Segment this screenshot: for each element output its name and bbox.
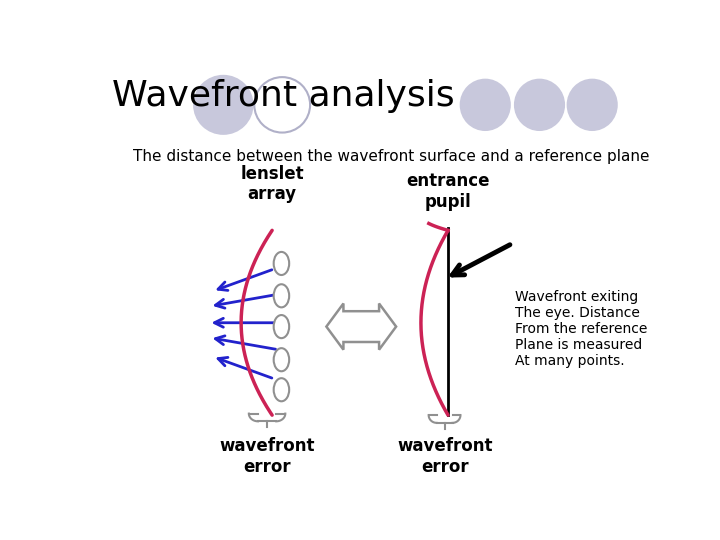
Ellipse shape [274,348,289,372]
Ellipse shape [567,79,618,131]
Text: entrance
pupil: entrance pupil [406,172,490,211]
Ellipse shape [514,79,565,131]
Ellipse shape [274,252,289,275]
Text: lenslet
array: lenslet array [240,165,304,204]
Polygon shape [326,303,396,350]
Ellipse shape [459,79,510,131]
Text: The distance between the wavefront surface and a reference plane: The distance between the wavefront surfa… [132,150,649,165]
Ellipse shape [274,284,289,307]
Text: wavefront
error: wavefront error [397,437,492,476]
Text: Wavefront exiting
The eye. Distance
From the reference
Plane is measured
At many: Wavefront exiting The eye. Distance From… [515,289,647,368]
Ellipse shape [274,315,289,338]
Ellipse shape [254,77,310,132]
Ellipse shape [193,75,253,135]
Text: wavefront
error: wavefront error [219,437,315,476]
Ellipse shape [274,378,289,401]
Text: Wavefront analysis: Wavefront analysis [112,79,454,113]
